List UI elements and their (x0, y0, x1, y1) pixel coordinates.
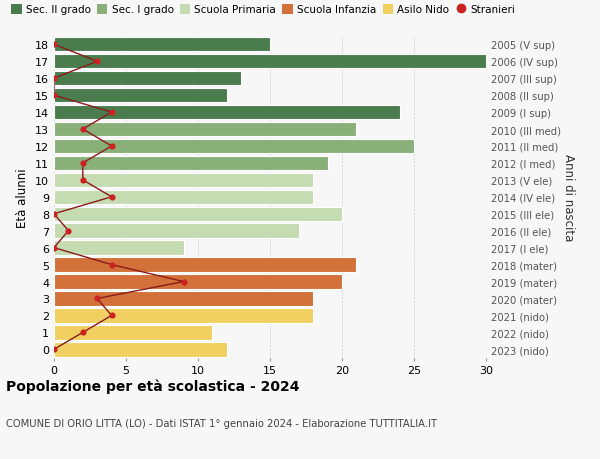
Bar (54, 241, 184, 255)
Point (107, 261, 116, 269)
Point (107, 312, 116, 319)
Point (49, 41, 59, 49)
Bar (54, 140, 414, 154)
Point (107, 194, 116, 201)
Point (49, 346, 59, 353)
Bar (54, 308, 313, 323)
Bar (54, 275, 342, 289)
Point (92, 58, 102, 66)
Bar (54, 190, 313, 205)
Text: Popolazione per età scolastica - 2024: Popolazione per età scolastica - 2024 (6, 379, 299, 393)
Bar (54, 72, 241, 86)
Bar (54, 207, 342, 221)
Bar (54, 89, 227, 103)
Bar (54, 291, 313, 306)
Bar (54, 157, 328, 171)
Point (78, 126, 88, 134)
Y-axis label: Anni di nascita: Anni di nascita (562, 154, 575, 241)
Point (92, 295, 102, 302)
Bar (54, 342, 227, 357)
Bar (54, 123, 356, 137)
Bar (54, 106, 400, 120)
Point (64, 228, 73, 235)
Point (78, 329, 88, 336)
Point (78, 177, 88, 184)
Legend: Sec. II grado, Sec. I grado, Scuola Primaria, Scuola Infanzia, Asilo Nido, Stran: Sec. II grado, Sec. I grado, Scuola Prim… (11, 5, 515, 16)
Y-axis label: Età alunni: Età alunni (16, 168, 29, 227)
Point (49, 211, 59, 218)
Bar (54, 224, 299, 238)
Point (107, 109, 116, 117)
Bar (54, 258, 356, 272)
Bar (54, 173, 313, 188)
Bar (54, 325, 212, 340)
Bar (54, 38, 270, 52)
Point (49, 75, 59, 83)
Point (107, 143, 116, 150)
Bar (54, 55, 486, 69)
Point (179, 278, 188, 285)
Point (49, 245, 59, 252)
Text: COMUNE DI ORIO LITTA (LO) - Dati ISTAT 1° gennaio 2024 - Elaborazione TUTTITALIA: COMUNE DI ORIO LITTA (LO) - Dati ISTAT 1… (6, 418, 437, 428)
Point (78, 160, 88, 167)
Point (49, 92, 59, 100)
